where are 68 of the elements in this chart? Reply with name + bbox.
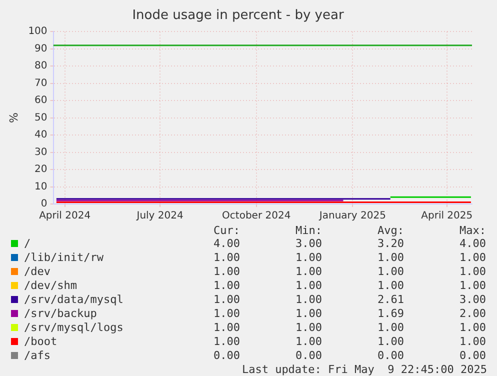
y-tick-label: 90 <box>34 43 48 54</box>
y-tick-label: 60 <box>34 95 48 106</box>
text: 1.00 <box>376 321 405 335</box>
y-tick-label: 10 <box>34 181 48 192</box>
y-axis-title: % <box>7 112 20 124</box>
text: 2.00 <box>458 307 487 321</box>
chart-title: Inode usage in percent - by year <box>132 8 344 24</box>
text: Avg: <box>376 224 405 237</box>
text: 0.00 <box>294 349 323 363</box>
x-tick-label: January 2025 <box>318 210 386 222</box>
legend-label: /afs <box>23 349 52 363</box>
text: 1.00 <box>212 293 241 307</box>
text: 0.00 <box>376 349 405 363</box>
legend-label: /lib/init/rw <box>23 251 104 265</box>
text: 3.00 <box>458 293 487 307</box>
text: 1.00 <box>376 335 405 349</box>
text: 1.00 <box>294 265 323 279</box>
x-tick-label: April 2025 <box>421 210 473 222</box>
text: 1.00 <box>212 279 241 293</box>
text: 1.00 <box>294 321 323 335</box>
y-tick-label: 100 <box>28 26 48 38</box>
text: 1.00 <box>376 265 405 279</box>
text: 1.00 <box>458 279 487 293</box>
y-tick-label: 70 <box>34 78 48 89</box>
text: 3.20 <box>376 237 405 251</box>
legend-label: /srv/backup <box>23 307 98 321</box>
text: 2.61 <box>376 293 405 307</box>
text: 1.00 <box>376 251 405 265</box>
legend-label: /srv/data/mysql <box>23 293 124 307</box>
text: Cur: <box>212 224 241 237</box>
text: 0.00 <box>212 349 241 363</box>
text: Last update: Fri May 9 22:45:00 2025 <box>240 363 487 376</box>
y-tick-label: 20 <box>34 164 48 176</box>
legend-label: /dev/shm <box>23 279 78 293</box>
text: 1.00 <box>294 307 323 321</box>
text: 1.00 <box>376 279 405 293</box>
text: 1.00 <box>458 265 487 279</box>
text: 1.00 <box>294 335 323 349</box>
text: 1.00 <box>212 251 241 265</box>
text: 1.00 <box>212 265 241 279</box>
text: 4.00 <box>458 237 487 251</box>
x-tick-label: July 2024 <box>136 210 184 222</box>
text: 1.00 <box>294 279 323 293</box>
text: 1.00 <box>458 251 487 265</box>
text: 3.00 <box>294 237 323 251</box>
legend-label: /dev <box>23 265 52 279</box>
y-tick-label: 40 <box>34 130 48 141</box>
text: Max: <box>458 224 487 237</box>
y-tick-label: 50 <box>34 112 48 124</box>
text: 0.00 <box>458 349 487 363</box>
legend-label: /boot <box>23 335 58 349</box>
text: 1.00 <box>294 293 323 307</box>
text: 1.00 <box>212 321 241 335</box>
y-tick-label: 80 <box>34 60 48 72</box>
x-tick-label: October 2024 <box>222 210 291 222</box>
text: 1.00 <box>458 321 487 335</box>
text: Min: <box>294 224 323 237</box>
text: 1.00 <box>294 251 323 265</box>
text: 1.00 <box>212 307 241 321</box>
text: 4.00 <box>212 237 241 251</box>
legend-label: /srv/mysql/logs <box>23 321 124 335</box>
text: 1.69 <box>376 307 405 321</box>
y-tick-label: 0 <box>40 198 48 210</box>
text: 1.00 <box>458 335 487 349</box>
y-tick-label: 30 <box>34 146 48 158</box>
legend-label: / <box>23 237 32 251</box>
text: 1.00 <box>212 335 241 349</box>
x-tick-label: April 2024 <box>39 210 91 222</box>
